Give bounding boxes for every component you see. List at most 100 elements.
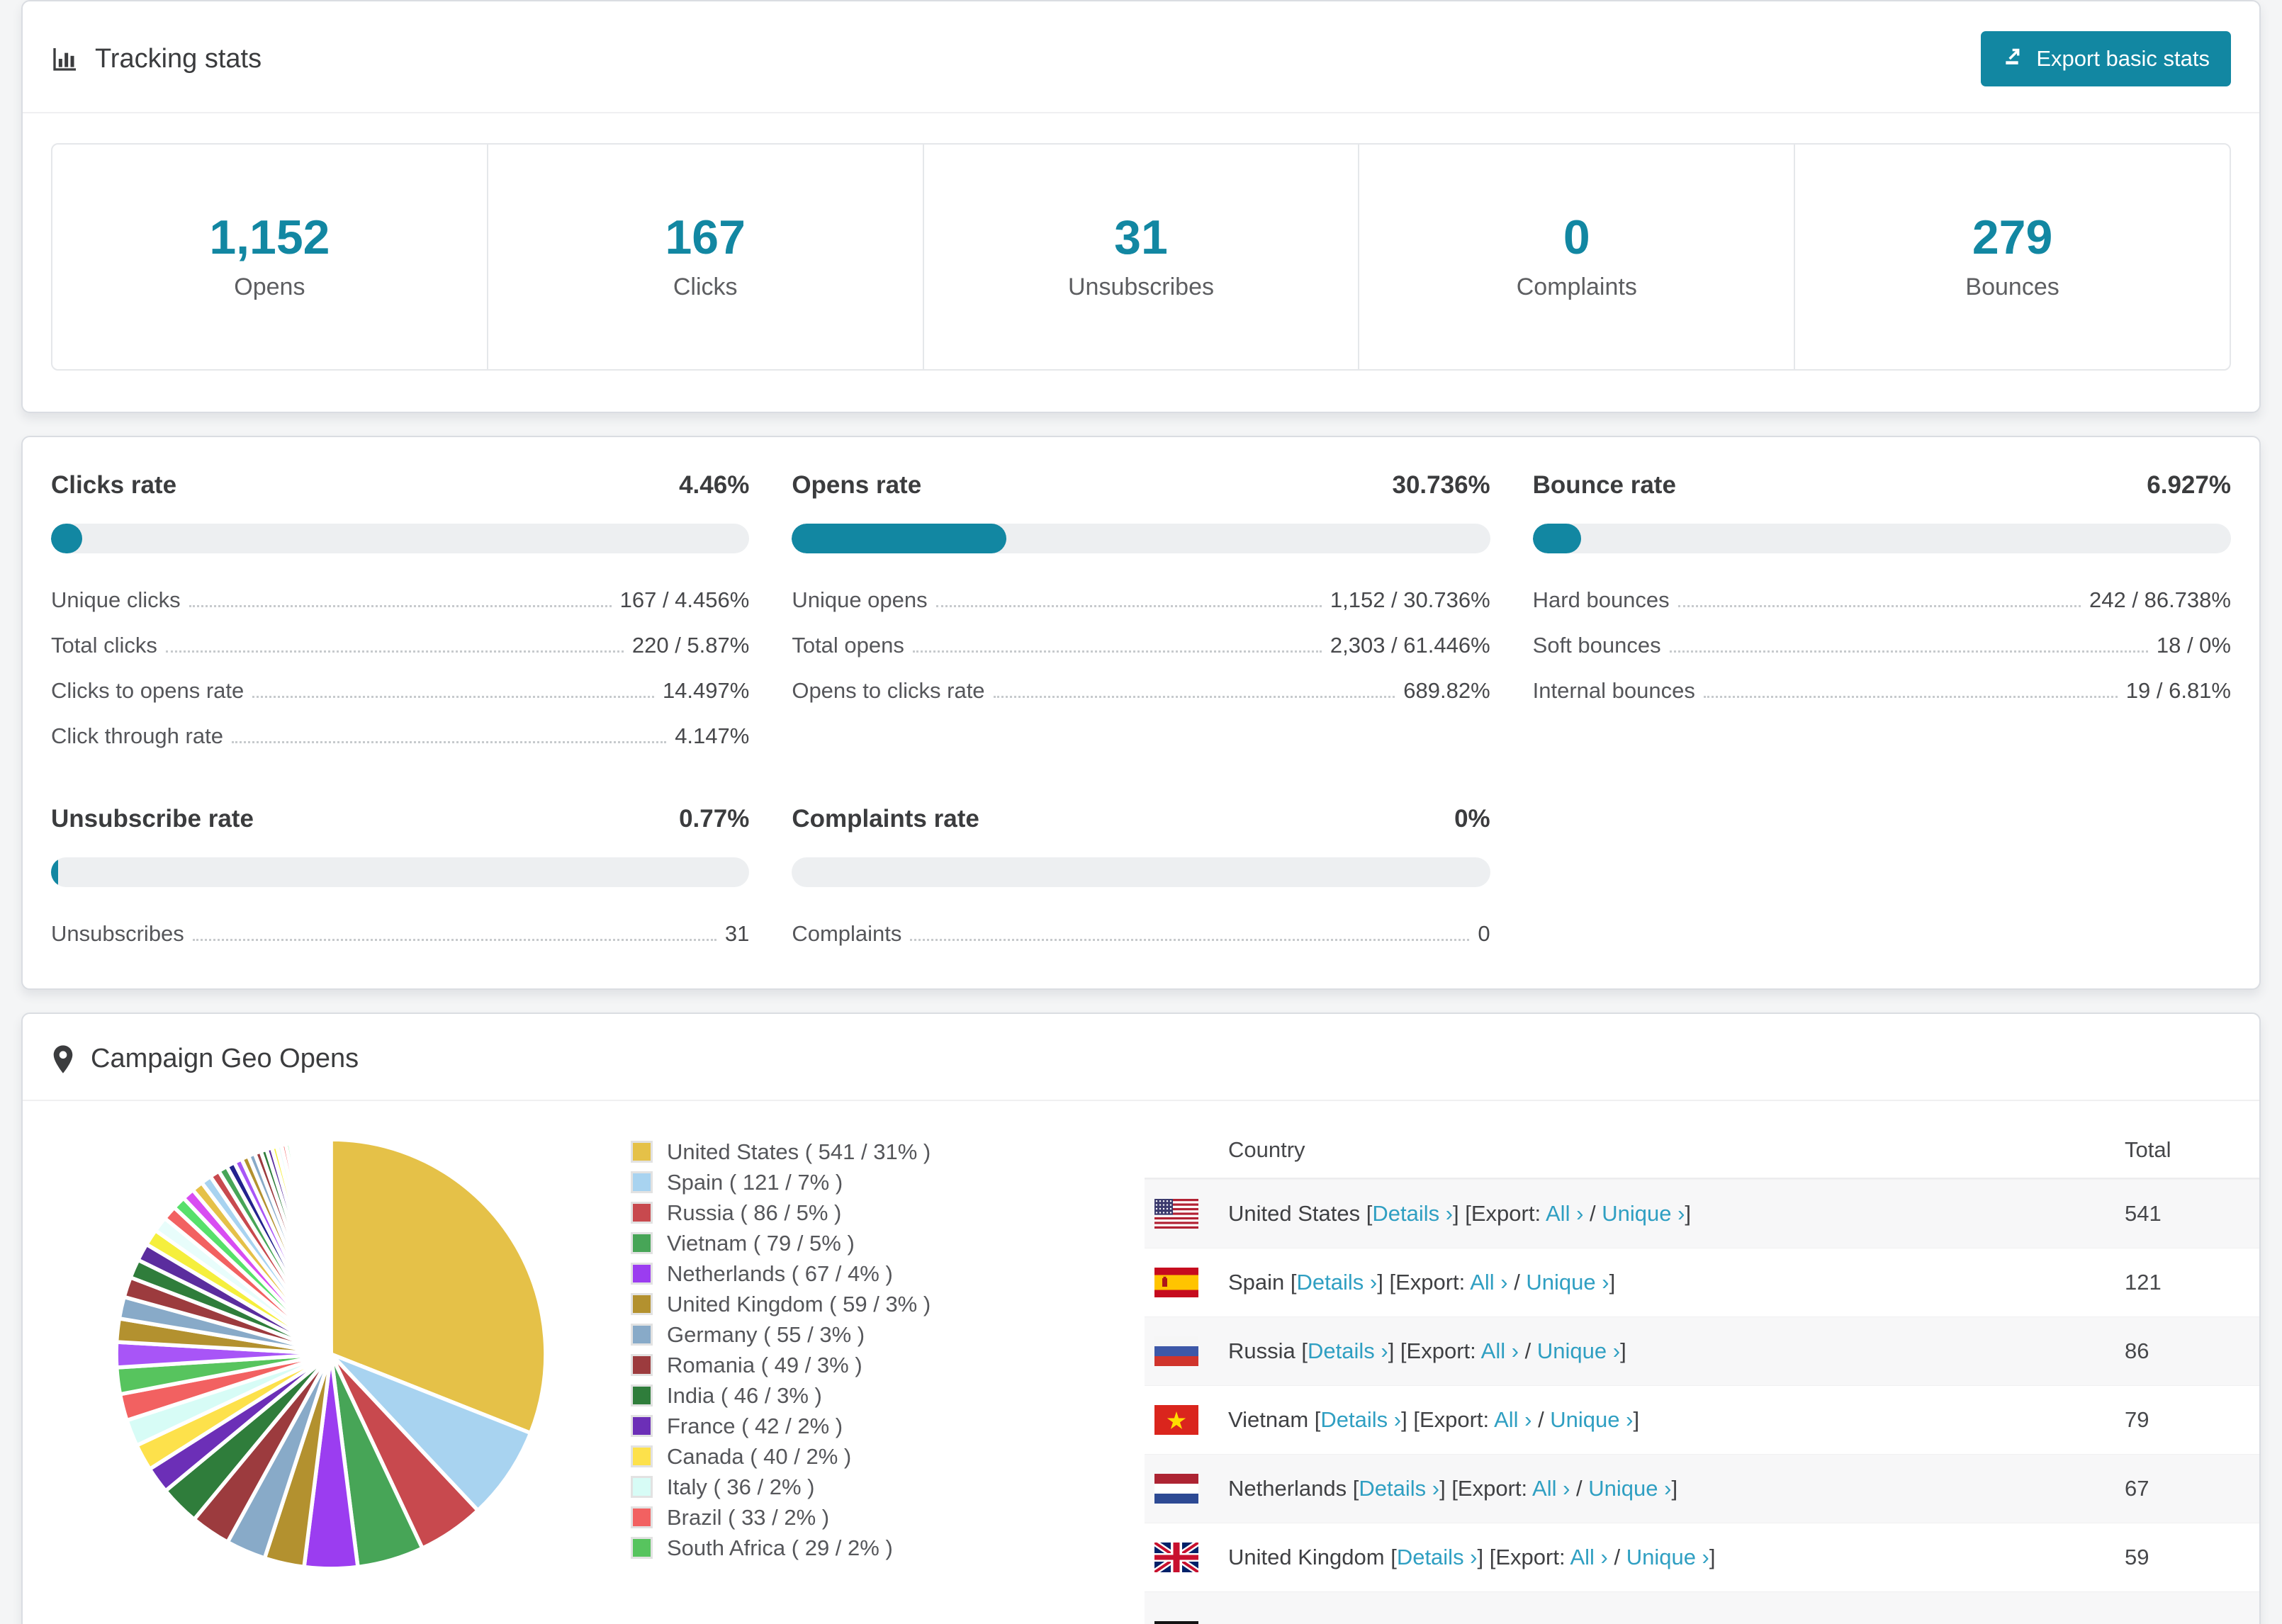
stat-clicks: 167 Clicks	[488, 145, 924, 369]
export-all-link-united-states[interactable]: All ›	[1546, 1201, 1584, 1226]
legend-label: Germany ( 55 / 3% )	[667, 1321, 865, 1347]
legend-swatch	[631, 1354, 653, 1376]
export-all-link-netherlands[interactable]: All ›	[1532, 1476, 1570, 1501]
rate-row-soft-bounces: Soft bounces 18 / 0%	[1533, 633, 2231, 659]
export-all-link-spain[interactable]: All ›	[1470, 1270, 1508, 1295]
rate-row-click-through-rate: Click through rate 4.147%	[51, 723, 749, 750]
flag-us-icon	[1154, 1199, 1198, 1229]
country-name: Spain	[1228, 1270, 1285, 1295]
stat-value: 0	[1563, 210, 1590, 264]
export-basic-stats-button[interactable]: Export basic stats	[1981, 31, 2231, 86]
pie-slice	[327, 1137, 333, 1356]
rate-head: Complaints rate 0%	[792, 805, 1490, 833]
rate-row-clicks-to-opens-rate: Clicks to opens rate 14.497%	[51, 678, 749, 704]
rate-row-label: Complaints	[792, 921, 902, 946]
legend-swatch	[631, 1263, 653, 1285]
country-column-header: Country	[1228, 1137, 1305, 1162]
rate-title: Clicks rate	[51, 471, 177, 499]
export-all-link-russia[interactable]: All ›	[1480, 1338, 1519, 1363]
dotted-leader	[910, 939, 1470, 941]
rate-progress-track	[51, 524, 750, 553]
stat-bounces: 279 Bounces	[1795, 145, 2230, 369]
rate-row-value: 0	[1478, 921, 1490, 946]
legend-item-russia: Russia ( 86 / 5% )	[631, 1197, 931, 1228]
flag-es-icon	[1154, 1268, 1198, 1297]
export-unique-link-vietnam[interactable]: Unique ›	[1550, 1407, 1634, 1432]
stat-unsubscribes: 31 Unsubscribes	[924, 145, 1360, 369]
details-link-netherlands[interactable]: Details ›	[1359, 1476, 1440, 1501]
pie-legend: United States ( 541 / 31% ) Spain ( 121 /…	[631, 1137, 931, 1563]
rate-row-total-clicks: Total clicks 220 / 5.87%	[51, 633, 749, 659]
details-link-united-states[interactable]: Details ›	[1372, 1201, 1454, 1226]
legend-swatch	[631, 1445, 653, 1467]
rate-progress-track	[1532, 524, 2231, 553]
rate-head: Unsubscribe rate 0.77%	[51, 805, 749, 833]
export-all-link-vietnam[interactable]: All ›	[1494, 1407, 1532, 1432]
export-unique-link-united-states[interactable]: Unique ›	[1602, 1201, 1685, 1226]
rate-title: Complaints rate	[792, 805, 979, 833]
legend-label: India ( 46 / 3% )	[667, 1382, 822, 1408]
rate-head: Bounce rate 6.927%	[1533, 471, 2231, 500]
legend-item-south-africa: South Africa ( 29 / 2% )	[631, 1533, 931, 1563]
rate-progress-fill	[51, 524, 82, 553]
geo-table-row-united-kingdom: United Kingdom [Details ›] [Export: All …	[1145, 1523, 2259, 1591]
legend-swatch	[631, 1293, 653, 1315]
geo-table-row-spain: Spain [Details ›] [Export: All › / Uniqu…	[1145, 1248, 2259, 1316]
details-link-russia[interactable]: Details ›	[1308, 1338, 1388, 1363]
country-name: United Kingdom	[1228, 1545, 1385, 1569]
legend-label: Romania ( 49 / 3% )	[667, 1352, 862, 1377]
details-link-united-kingdom[interactable]: Details ›	[1396, 1545, 1478, 1569]
rate-row-value: 689.82%	[1403, 678, 1490, 703]
rate-row-unique-clicks: Unique clicks 167 / 4.456%	[51, 587, 749, 614]
export-unique-link-united-kingdom[interactable]: Unique ›	[1626, 1545, 1709, 1569]
export-all-link-united-kingdom[interactable]: All ›	[1570, 1545, 1608, 1569]
tracking-stats-header: Tracking stats Export basic stats	[23, 1, 2259, 113]
rate-row-value: 31	[724, 921, 750, 946]
geo-table-header: Country Total	[1145, 1122, 2259, 1179]
rate-title: Unsubscribe rate	[51, 805, 254, 833]
dotted-leader	[192, 939, 716, 941]
rate-progress-fill	[1532, 524, 1581, 553]
rate-value: 0.77%	[679, 805, 750, 833]
legend-label: Russia ( 86 / 5% )	[667, 1200, 842, 1225]
flag-cell	[1145, 1268, 1228, 1297]
rate-row-value: 19 / 6.81%	[2125, 678, 2231, 703]
link-separator: /	[1583, 1201, 1602, 1226]
rate-rows: Hard bounces 242 / 86.738% Soft bounces 18 …	[1533, 587, 2231, 704]
rate-title: Opens rate	[792, 471, 922, 499]
geo-title-wrap: Campaign Geo Opens	[51, 1044, 359, 1074]
flag-vn-icon	[1154, 1405, 1198, 1435]
rate-row-label: Total opens	[792, 633, 904, 658]
tracking-stats-card: Tracking stats Export basic stats 1,152 O…	[21, 0, 2261, 413]
export-unique-link-russia[interactable]: Unique ›	[1536, 1338, 1621, 1363]
pie-slice-spain	[329, 1352, 533, 1513]
rate-row-value: 167 / 4.456%	[619, 587, 750, 612]
rate-value: 4.46%	[679, 471, 750, 499]
rate-value: 30.736%	[1392, 471, 1490, 499]
legend-item-spain: Spain ( 121 / 7% )	[631, 1167, 931, 1197]
rate-row-label: Hard bounces	[1532, 587, 1670, 612]
rate-progress-track	[792, 524, 1490, 553]
dotted-leader	[1703, 696, 2118, 698]
details-link-spain[interactable]: Details ›	[1296, 1270, 1378, 1295]
legend-swatch	[631, 1537, 653, 1559]
dotted-leader	[912, 650, 1322, 653]
legend-item-romania: Romania ( 49 / 3% )	[631, 1350, 931, 1380]
country-total: 121	[2125, 1270, 2162, 1295]
export-unique-link-spain[interactable]: Unique ›	[1526, 1270, 1609, 1295]
legend-label: United Kingdom ( 59 / 3% )	[667, 1291, 931, 1316]
link-separator: /	[1507, 1270, 1527, 1295]
details-link-vietnam[interactable]: Details ›	[1320, 1407, 1402, 1432]
flag-gb-icon	[1154, 1543, 1198, 1572]
flag-cell	[1145, 1405, 1228, 1435]
legend-label: United States ( 541 / 31% )	[667, 1139, 931, 1164]
legend-item-netherlands: Netherlands ( 67 / 4% )	[631, 1258, 931, 1289]
dotted-leader	[252, 696, 654, 698]
export-unique-link-netherlands[interactable]: Unique ›	[1588, 1476, 1672, 1501]
rate-rows: Unsubscribes 31	[51, 921, 749, 947]
rate-block-unsubscribe-rate: Unsubscribe rate 0.77% Unsubscribes 31	[51, 805, 750, 947]
legend-swatch	[631, 1324, 653, 1346]
country-name: Vietnam	[1228, 1407, 1309, 1432]
stat-label: Unsubscribes	[1068, 274, 1214, 300]
flag-cell	[1145, 1199, 1228, 1229]
